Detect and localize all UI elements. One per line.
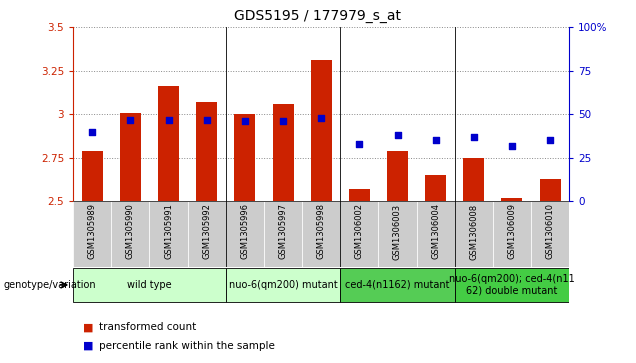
Bar: [531, 201, 569, 267]
Bar: [81, 151, 103, 201]
Point: [278, 118, 288, 124]
Bar: [264, 201, 302, 267]
Point: [431, 138, 441, 143]
Text: GSM1305998: GSM1305998: [317, 203, 326, 260]
Bar: [463, 158, 485, 201]
Text: GSM1306009: GSM1306009: [508, 203, 516, 260]
Text: GSM1305989: GSM1305989: [88, 203, 97, 260]
Text: ■: ■: [83, 340, 93, 351]
Point: [87, 129, 97, 135]
Text: GSM1305991: GSM1305991: [164, 203, 173, 259]
Text: GSM1306002: GSM1306002: [355, 203, 364, 260]
Bar: [158, 86, 179, 201]
Text: nuo-6(qm200); ced-4(n11
62) double mutant: nuo-6(qm200); ced-4(n11 62) double mutan…: [449, 274, 575, 296]
Text: genotype/variation: genotype/variation: [3, 280, 96, 290]
Bar: [378, 201, 417, 267]
Bar: [302, 201, 340, 267]
Text: GSM1306004: GSM1306004: [431, 203, 440, 260]
Text: transformed count: transformed count: [99, 322, 196, 333]
Bar: [226, 268, 340, 302]
Bar: [340, 201, 378, 267]
Bar: [73, 268, 226, 302]
Point: [316, 115, 326, 121]
Bar: [540, 179, 561, 201]
Point: [125, 117, 135, 122]
Text: wild type: wild type: [127, 280, 172, 290]
Text: ■: ■: [83, 322, 93, 333]
Point: [507, 143, 517, 148]
Text: GSM1305996: GSM1305996: [240, 203, 249, 260]
Text: GSM1306008: GSM1306008: [469, 203, 478, 260]
Text: GDS5195 / 177979_s_at: GDS5195 / 177979_s_at: [235, 9, 401, 23]
Bar: [425, 175, 446, 201]
Point: [354, 141, 364, 147]
Point: [163, 117, 174, 122]
Bar: [188, 201, 226, 267]
Text: ced-4(n1162) mutant: ced-4(n1162) mutant: [345, 280, 450, 290]
Text: GSM1305990: GSM1305990: [126, 203, 135, 259]
Bar: [73, 201, 111, 267]
Point: [469, 134, 479, 140]
Bar: [493, 201, 531, 267]
Text: GSM1306003: GSM1306003: [393, 203, 402, 260]
Bar: [120, 113, 141, 201]
Bar: [273, 104, 294, 201]
Bar: [455, 201, 493, 267]
Point: [392, 132, 403, 138]
Text: GSM1305992: GSM1305992: [202, 203, 211, 259]
Bar: [340, 268, 455, 302]
Text: nuo-6(qm200) mutant: nuo-6(qm200) mutant: [229, 280, 337, 290]
Bar: [111, 201, 149, 267]
Bar: [197, 102, 218, 201]
Bar: [349, 189, 370, 201]
Point: [202, 117, 212, 122]
Point: [240, 118, 250, 124]
Text: percentile rank within the sample: percentile rank within the sample: [99, 340, 275, 351]
Bar: [311, 60, 332, 201]
Bar: [387, 151, 408, 201]
Bar: [455, 268, 569, 302]
Bar: [226, 201, 264, 267]
Bar: [235, 114, 256, 201]
Bar: [149, 201, 188, 267]
Point: [545, 138, 555, 143]
Bar: [501, 198, 523, 201]
Text: GSM1305997: GSM1305997: [279, 203, 287, 260]
Text: GSM1306010: GSM1306010: [546, 203, 555, 260]
Bar: [417, 201, 455, 267]
